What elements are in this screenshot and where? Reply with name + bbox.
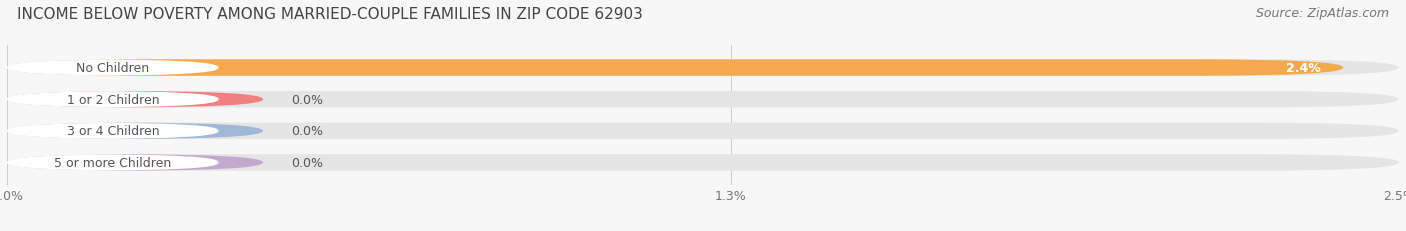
FancyBboxPatch shape: [7, 60, 1399, 76]
FancyBboxPatch shape: [7, 155, 1399, 171]
FancyBboxPatch shape: [7, 91, 263, 108]
FancyBboxPatch shape: [7, 123, 263, 140]
FancyBboxPatch shape: [7, 91, 1399, 108]
Text: 5 or more Children: 5 or more Children: [55, 156, 172, 169]
Text: Source: ZipAtlas.com: Source: ZipAtlas.com: [1256, 7, 1389, 20]
Text: 3 or 4 Children: 3 or 4 Children: [66, 125, 159, 138]
FancyBboxPatch shape: [7, 123, 1399, 140]
Text: 1 or 2 Children: 1 or 2 Children: [66, 93, 159, 106]
FancyBboxPatch shape: [7, 60, 218, 76]
FancyBboxPatch shape: [7, 155, 218, 171]
Text: 2.4%: 2.4%: [1286, 62, 1322, 75]
FancyBboxPatch shape: [7, 123, 218, 140]
FancyBboxPatch shape: [7, 60, 1343, 76]
Text: 0.0%: 0.0%: [291, 125, 323, 138]
FancyBboxPatch shape: [7, 155, 263, 171]
Text: INCOME BELOW POVERTY AMONG MARRIED-COUPLE FAMILIES IN ZIP CODE 62903: INCOME BELOW POVERTY AMONG MARRIED-COUPL…: [17, 7, 643, 22]
Text: No Children: No Children: [76, 62, 149, 75]
FancyBboxPatch shape: [7, 91, 218, 108]
Text: 0.0%: 0.0%: [291, 156, 323, 169]
Text: 0.0%: 0.0%: [291, 93, 323, 106]
